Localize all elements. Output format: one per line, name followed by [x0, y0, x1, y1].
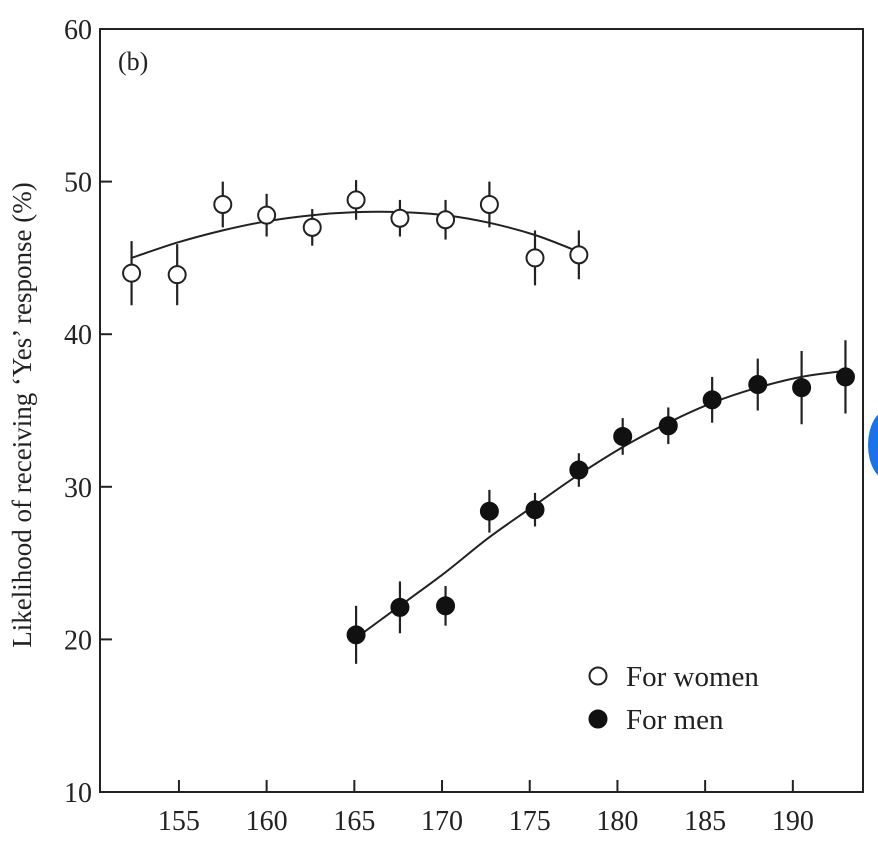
data-point-women: [213, 194, 233, 214]
y-tick-label: 60: [64, 15, 92, 46]
plot-frame: [99, 28, 864, 793]
series-women: [122, 180, 589, 306]
data-point-men: [835, 367, 855, 387]
data-point-women: [569, 245, 589, 265]
data-point-men: [390, 597, 410, 617]
y-tick-label: 50: [64, 168, 92, 199]
data-point-women: [346, 190, 366, 210]
x-tick-label: 175: [509, 806, 551, 837]
x-tick-label: 180: [596, 806, 638, 837]
data-point-women: [122, 263, 142, 283]
legend-label-women: For women: [626, 661, 759, 693]
x-tick-label: 160: [246, 806, 288, 837]
data-point-women: [479, 194, 499, 214]
x-tick-label: 155: [158, 806, 200, 837]
data-point-men: [346, 625, 366, 645]
data-point-men: [436, 596, 456, 616]
y-tick-label: 40: [64, 320, 92, 351]
fit-curve-men: [355, 369, 846, 639]
y-axis: 10 20 30 40 50 60: [64, 15, 112, 809]
data-point-women: [525, 248, 545, 268]
data-point-women: [390, 208, 410, 228]
data-point-women: [257, 205, 277, 225]
series-men: [346, 340, 855, 664]
data-point-men: [613, 426, 633, 446]
data-point-men: [792, 378, 812, 398]
x-tick-label: 165: [333, 806, 375, 837]
y-tick-label: 10: [64, 778, 92, 809]
data-point-women: [436, 210, 456, 230]
data-point-men: [658, 416, 678, 436]
legend-marker-men: [588, 709, 608, 729]
x-tick-label: 185: [684, 806, 726, 837]
y-axis-title: Likelihood of receiving ‘Yes’ response (…: [7, 182, 37, 647]
series-layer: [122, 180, 855, 664]
data-point-men: [748, 375, 768, 395]
data-point-men: [525, 500, 545, 520]
data-point-men: [569, 460, 589, 480]
x-axis: 155 160 165 170 175 180 185 190: [158, 780, 814, 837]
legend-label-men: For men: [626, 704, 724, 736]
overlay-button-edge[interactable]: [868, 410, 878, 480]
data-point-men: [702, 390, 722, 410]
legend-marker-women: [588, 666, 608, 686]
data-point-women: [302, 217, 322, 237]
y-tick-label: 30: [64, 473, 92, 504]
legend: For women For men: [588, 661, 759, 736]
x-tick-label: 190: [772, 806, 814, 837]
x-tick-label: 170: [421, 806, 463, 837]
y-tick-label: 20: [64, 625, 92, 656]
data-point-men: [479, 501, 499, 521]
panel-label: (b): [118, 47, 148, 76]
data-point-women: [167, 265, 187, 285]
